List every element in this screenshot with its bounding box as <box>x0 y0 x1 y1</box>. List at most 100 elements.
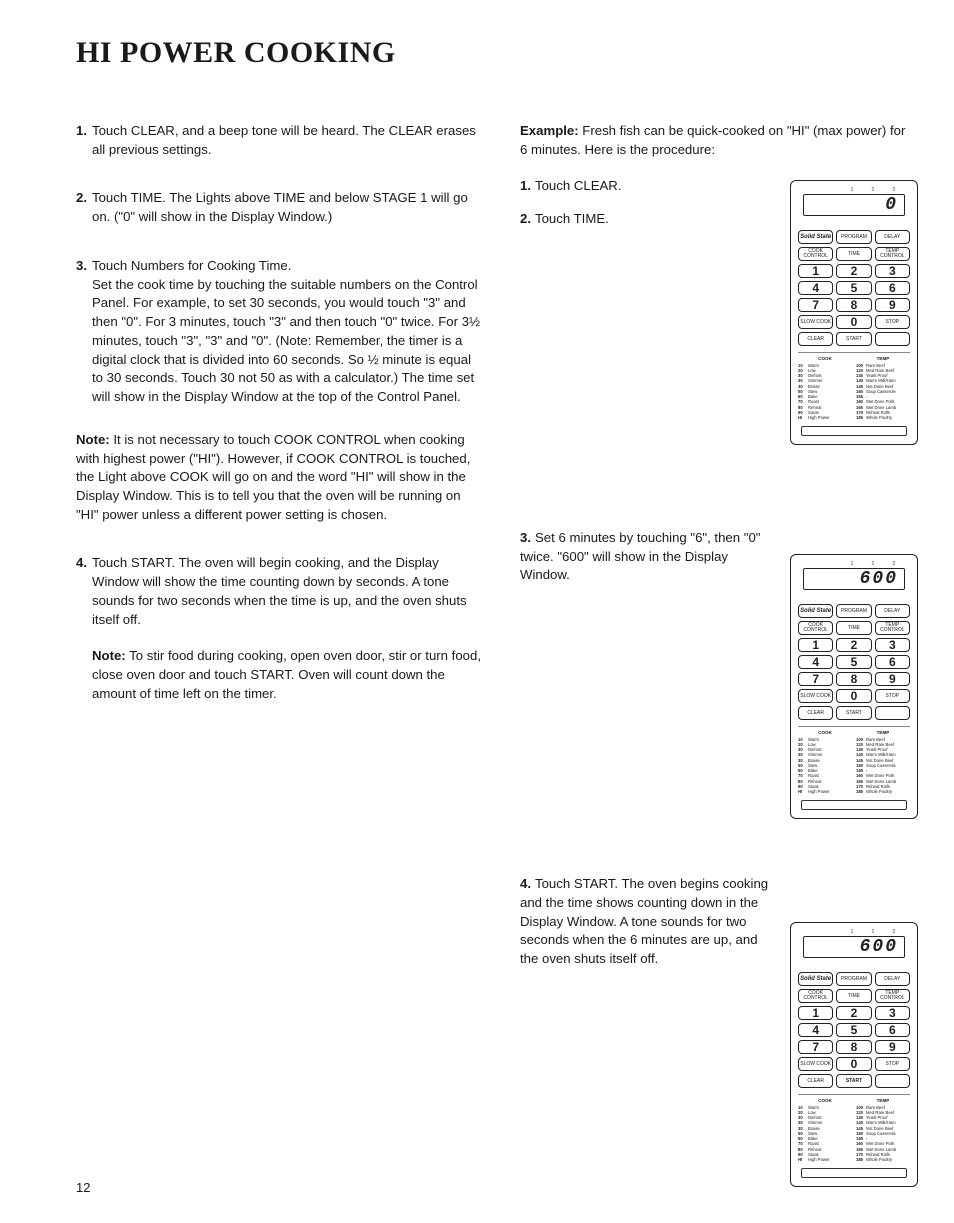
temp-control-button[interactable]: TEMP CONTROL <box>875 247 910 261</box>
clear-button[interactable]: CLEAR <box>798 706 833 720</box>
cook-control-button[interactable]: COOK CONTROL <box>798 989 833 1003</box>
num-1-button[interactable]: 1 <box>798 264 833 278</box>
clear-button[interactable]: CLEAR <box>798 332 833 346</box>
control-panel: 123 600 Solid State PROGRAM DELAY COOK C… <box>790 554 918 819</box>
num-8-button[interactable]: 8 <box>836 298 871 312</box>
cook-control-button[interactable]: COOK CONTROL <box>798 621 833 635</box>
left-column: 1. Touch CLEAR, and a beep tone will be … <box>76 122 484 969</box>
slow-cook-button[interactable]: SLOW COOK <box>798 689 833 703</box>
step-number: 2. <box>520 211 531 226</box>
step-number: 2. <box>76 189 87 226</box>
note-text: To stir food during cooking, open oven d… <box>92 648 481 700</box>
num-3-button[interactable]: 3 <box>875 638 910 652</box>
num-7-button[interactable]: 7 <box>798 298 833 312</box>
temp-control-button[interactable]: TEMP CONTROL <box>875 989 910 1003</box>
step-text: Touch START. The oven begins cooking and… <box>520 876 768 966</box>
num-4-button[interactable]: 4 <box>798 655 833 669</box>
num-2-button[interactable]: 2 <box>836 638 871 652</box>
panel-3: 123 600 Solid State PROGRAM DELAY COOK C… <box>790 922 920 1187</box>
example-text: Fresh fish can be quick-cooked on "HI" (… <box>520 123 905 157</box>
num-1-button[interactable]: 1 <box>798 1006 833 1020</box>
num-2-button[interactable]: 2 <box>836 264 871 278</box>
panel-slot <box>801 426 907 436</box>
example-intro: Example: Fresh fish can be quick-cooked … <box>520 122 910 159</box>
slow-cook-button[interactable]: SLOW COOK <box>798 1057 833 1071</box>
num-5-button[interactable]: 5 <box>836 655 871 669</box>
right-step-3: 3.Set 6 minutes by touching "6", then "0… <box>520 529 770 585</box>
control-panel: 123 0 Solid State PROGRAM DELAY COOK CON… <box>790 180 918 445</box>
num-6-button[interactable]: 6 <box>875 655 910 669</box>
num-9-button[interactable]: 9 <box>875 298 910 312</box>
program-button[interactable]: PROGRAM <box>836 972 871 986</box>
num-1-button[interactable]: 1 <box>798 638 833 652</box>
num-3-button[interactable]: 3 <box>875 264 910 278</box>
guide-table: COOK10Warm20Low30Defrost30Simmer30Braise… <box>798 352 910 420</box>
step-text: Touch TIME. The Lights above TIME and be… <box>92 189 484 226</box>
right-step-4: 4.Touch START. The oven begins cooking a… <box>520 875 770 969</box>
left-step-2: 2. Touch TIME. The Lights above TIME and… <box>76 189 484 226</box>
num-5-button[interactable]: 5 <box>836 1023 871 1037</box>
num-9-button[interactable]: 9 <box>875 672 910 686</box>
stop-button[interactable]: STOP <box>875 689 910 703</box>
num-6-button[interactable]: 6 <box>875 1023 910 1037</box>
right-step-1: 1. Touch CLEAR. <box>520 177 770 196</box>
note-text: It is not necessary to touch COOK CONTRO… <box>76 432 470 522</box>
num-4-button[interactable]: 4 <box>798 281 833 295</box>
stop-button[interactable]: STOP <box>875 315 910 329</box>
page-number: 12 <box>76 1180 90 1195</box>
step-text: Touch START. The oven will begin cooking… <box>92 554 484 629</box>
cook-control-button[interactable]: COOK CONTROL <box>798 247 833 261</box>
note-label: Note: <box>92 648 126 663</box>
columns: 1. Touch CLEAR, and a beep tone will be … <box>76 122 910 969</box>
display-window: 600 <box>803 936 905 958</box>
display-window: 0 <box>803 194 905 216</box>
num-5-button[interactable]: 5 <box>836 281 871 295</box>
right-column: Example: Fresh fish can be quick-cooked … <box>520 122 910 969</box>
num-0-button[interactable]: 0 <box>836 1057 871 1071</box>
solid-state-label: Solid State <box>798 972 833 986</box>
panel-1: 123 0 Solid State PROGRAM DELAY COOK CON… <box>790 180 920 445</box>
program-button[interactable]: PROGRAM <box>836 230 871 244</box>
slow-cook-button[interactable]: SLOW COOK <box>798 315 833 329</box>
start-button[interactable]: START <box>836 332 871 346</box>
delay-button[interactable]: DELAY <box>875 972 910 986</box>
solid-state-label: Solid State <box>798 230 833 244</box>
num-8-button[interactable]: 8 <box>836 1040 871 1054</box>
note-label: Note: <box>76 432 110 447</box>
time-button[interactable]: TIME <box>836 989 871 1003</box>
delay-button[interactable]: DELAY <box>875 604 910 618</box>
num-6-button[interactable]: 6 <box>875 281 910 295</box>
start-button[interactable]: START <box>836 706 871 720</box>
right-step-2: 2. Touch TIME. <box>520 210 770 229</box>
blank-button <box>875 706 910 720</box>
num-0-button[interactable]: 0 <box>836 689 871 703</box>
temp-control-button[interactable]: TEMP CONTROL <box>875 621 910 635</box>
time-button[interactable]: TIME <box>836 621 871 635</box>
num-9-button[interactable]: 9 <box>875 1040 910 1054</box>
clear-button[interactable]: CLEAR <box>798 1074 833 1088</box>
num-3-button[interactable]: 3 <box>875 1006 910 1020</box>
time-button[interactable]: TIME <box>836 247 871 261</box>
num-8-button[interactable]: 8 <box>836 672 871 686</box>
num-4-button[interactable]: 4 <box>798 1023 833 1037</box>
step-number: 1. <box>76 122 87 159</box>
example-label: Example: <box>520 123 579 138</box>
program-button[interactable]: PROGRAM <box>836 604 871 618</box>
left-step-1: 1. Touch CLEAR, and a beep tone will be … <box>76 122 484 159</box>
num-7-button[interactable]: 7 <box>798 672 833 686</box>
stop-button[interactable]: STOP <box>875 1057 910 1071</box>
step-number: 4. <box>76 554 87 629</box>
blank-button <box>875 1074 910 1088</box>
step-text: Touch CLEAR. <box>535 178 622 193</box>
num-7-button[interactable]: 7 <box>798 1040 833 1054</box>
left-note-1: Note: It is not necessary to touch COOK … <box>76 431 484 525</box>
step-text: Touch TIME. <box>535 211 609 226</box>
blank-button <box>875 332 910 346</box>
left-step-3: 3. Touch Numbers for Cooking Time. Set t… <box>76 257 484 407</box>
delay-button[interactable]: DELAY <box>875 230 910 244</box>
start-button[interactable]: START <box>836 1074 871 1088</box>
num-0-button[interactable]: 0 <box>836 315 871 329</box>
step-number: 1. <box>520 178 531 193</box>
step-number: 4. <box>520 876 531 891</box>
num-2-button[interactable]: 2 <box>836 1006 871 1020</box>
